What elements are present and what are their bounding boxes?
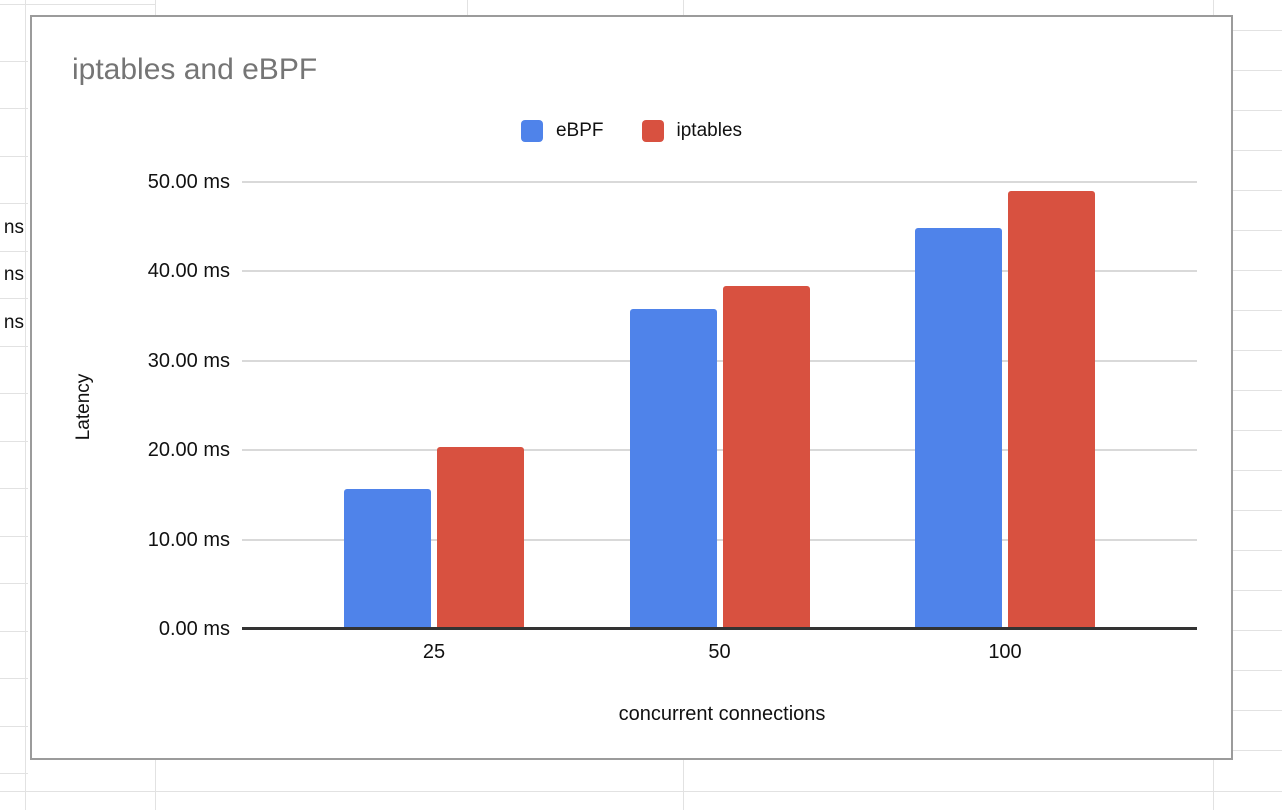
- y-tick-label: 50.00 ms: [147, 171, 230, 193]
- grid-line: [1233, 550, 1282, 551]
- chart-legend: eBPF iptables: [32, 120, 1231, 142]
- x-axis-line: [242, 627, 1197, 630]
- grid-line: [0, 156, 28, 157]
- grid-line: [0, 61, 28, 62]
- grid-line: [1233, 230, 1282, 231]
- grid-line: [0, 393, 28, 394]
- y-axis-title: Latency: [73, 373, 94, 441]
- bar-ebpf-25[interactable]: [344, 489, 431, 628]
- plot-gridline: [242, 270, 1197, 273]
- grid-line: [1233, 470, 1282, 471]
- grid-line: [25, 0, 26, 810]
- bar-ebpf-100[interactable]: [915, 227, 1002, 628]
- legend-entry-iptables[interactable]: iptables: [641, 120, 743, 142]
- grid-line: [1233, 510, 1282, 511]
- grid-line: [1233, 350, 1282, 351]
- grid-line: [467, 0, 468, 15]
- grid-line: [0, 346, 28, 347]
- grid-line: [1233, 70, 1282, 71]
- legend-label: iptables: [676, 120, 743, 141]
- x-tick-label: 100: [988, 641, 1022, 663]
- grid-line: [0, 536, 28, 537]
- grid-line: [0, 108, 28, 109]
- legend-swatch-iptables: [641, 120, 664, 142]
- grid-line: [1233, 270, 1282, 271]
- x-tick-label: 25: [422, 641, 446, 663]
- legend-label: eBPF: [555, 120, 604, 141]
- grid-line: [0, 488, 28, 489]
- x-axis-title: concurrent connections: [618, 703, 826, 725]
- grid-line: [0, 203, 28, 204]
- grid-line: [1233, 390, 1282, 391]
- grid-line: [0, 791, 1282, 792]
- grid-line: [0, 726, 28, 727]
- grid-line: [1233, 110, 1282, 111]
- chart-card[interactable]: iptables and eBPF eBPF iptables 0.00 ms 1…: [30, 15, 1233, 760]
- grid-line: [1233, 630, 1282, 631]
- plot-gridline: [242, 181, 1197, 183]
- grid-line: [1233, 30, 1282, 31]
- grid-line: [1233, 750, 1282, 751]
- grid-line: [0, 583, 28, 584]
- plot-area: [242, 181, 1197, 630]
- grid-line: [0, 4, 155, 5]
- y-tick-label: 20.00 ms: [147, 439, 230, 462]
- grid-line: [0, 441, 28, 442]
- partial-cell-text: ns: [3, 312, 24, 333]
- bar-iptables-25[interactable]: [437, 446, 524, 628]
- grid-line: [0, 773, 28, 774]
- y-tick-label: 40.00 ms: [147, 260, 230, 283]
- grid-line: [1233, 190, 1282, 191]
- grid-line: [0, 251, 28, 252]
- bar-iptables-100[interactable]: [1008, 190, 1095, 628]
- bar-ebpf-50[interactable]: [629, 308, 717, 628]
- plot-gridline: [242, 538, 1197, 541]
- y-tick-label: 10.00 ms: [147, 528, 230, 551]
- partial-cell-text: ns: [3, 217, 24, 238]
- plot-gridline: [242, 449, 1197, 452]
- legend-swatch-ebpf: [520, 120, 543, 142]
- grid-line: [1233, 590, 1282, 591]
- grid-line: [0, 298, 28, 299]
- plot-gridline: [242, 359, 1197, 362]
- bar-iptables-50[interactable]: [722, 285, 810, 628]
- y-tick-label: 0.00 ms: [158, 618, 230, 640]
- grid-line: [0, 631, 28, 632]
- legend-entry-ebpf[interactable]: eBPF: [520, 120, 604, 142]
- grid-line: [1233, 430, 1282, 431]
- grid-line: [1233, 670, 1282, 671]
- partial-cell-text: ns: [3, 264, 24, 285]
- chart-title: iptables and eBPF: [72, 53, 318, 86]
- y-tick-label: 30.00 ms: [147, 349, 230, 372]
- x-tick-label: 50: [708, 641, 731, 663]
- grid-line: [0, 678, 28, 679]
- grid-line: [1233, 150, 1282, 151]
- grid-line: [1233, 710, 1282, 711]
- grid-line: [1233, 310, 1282, 311]
